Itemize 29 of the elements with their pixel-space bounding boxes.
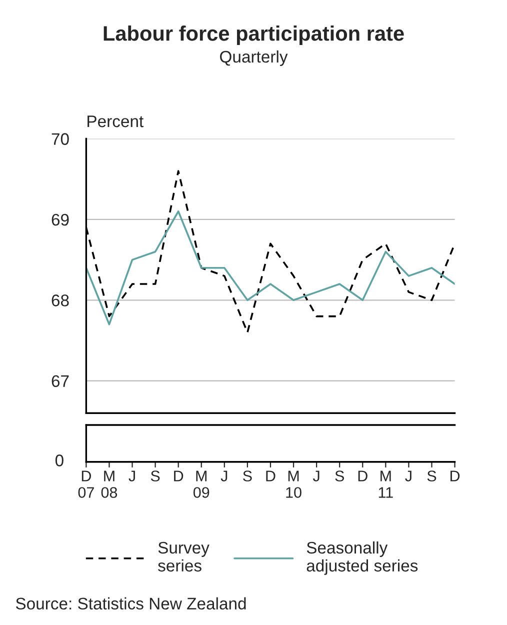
y-tick-label: 69 xyxy=(52,214,69,226)
x-tick-label: M 09 xyxy=(193,470,210,498)
x-tick-label: D xyxy=(358,470,368,482)
x-tick-label: S xyxy=(427,470,436,482)
x-tick-label: J xyxy=(220,470,228,482)
x-tick-label: J xyxy=(128,470,135,482)
y-tick-label: 70 xyxy=(52,133,69,145)
source-note: Source: Statistics New Zealand xyxy=(16,597,246,610)
line-series xyxy=(86,210,455,326)
x-tick-label: D xyxy=(266,470,276,482)
y-tick-label: 68 xyxy=(52,294,69,306)
x-tick-label: D xyxy=(450,470,460,482)
x-tick-label: D 07 xyxy=(78,470,94,498)
x-tick-label: M 11 xyxy=(378,470,393,498)
x-tick-label: S xyxy=(335,470,344,482)
text: 0 xyxy=(55,454,64,466)
x-tick-label: J xyxy=(312,470,320,482)
x-tick-label: M 10 xyxy=(286,470,302,498)
legend-label: Survey series xyxy=(158,542,210,572)
y-tick-label: 67 xyxy=(52,375,69,388)
y-axis-title: Percent xyxy=(88,116,144,128)
x-tick-label: M 08 xyxy=(101,470,118,498)
legend-label: Seasonally adjusted series xyxy=(306,541,418,575)
chart-subtitle: Quarterly xyxy=(220,50,288,66)
x-tick-label: J xyxy=(405,470,412,482)
x-tick-label: S xyxy=(243,470,252,482)
x-tick-label: S xyxy=(150,470,160,482)
chart-title: Labour force participation rate xyxy=(104,26,404,45)
x-tick-label: D xyxy=(174,470,184,482)
